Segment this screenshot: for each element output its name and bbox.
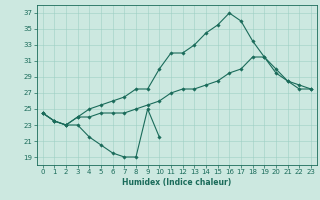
X-axis label: Humidex (Indice chaleur): Humidex (Indice chaleur) [122,178,231,187]
